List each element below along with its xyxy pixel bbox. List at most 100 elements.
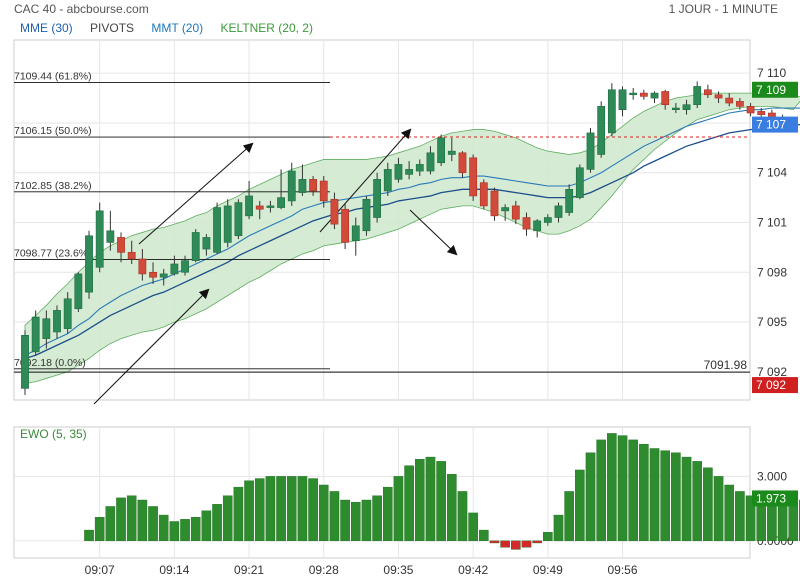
ewo-tick-label: 3.000 xyxy=(757,469,787,483)
indicator-legend: MME (30) PIVOTS MMT (20) KELTNER (20, 2) xyxy=(20,21,327,35)
candle-body xyxy=(202,237,211,250)
candle-body xyxy=(565,189,574,213)
ewo-bar xyxy=(521,540,532,548)
candle-body xyxy=(405,169,414,175)
price-tick-label: 7 110 xyxy=(757,66,786,80)
chart-title: CAC 40 - abcbourse.com xyxy=(14,2,149,16)
candle-body xyxy=(127,252,136,260)
ewo-bar xyxy=(84,529,94,542)
fib-level-label: 7106.15 (50.0%) xyxy=(14,125,92,137)
ewo-bar xyxy=(692,461,703,542)
ewo-bar xyxy=(254,478,265,542)
ewo-bar xyxy=(468,512,478,542)
mme-line xyxy=(24,123,800,360)
period-label: 1 JOUR - 1 MINUTE xyxy=(668,2,778,16)
ewo-bar xyxy=(233,486,244,542)
ewo-bar xyxy=(660,450,670,542)
ewo-bar xyxy=(286,476,297,542)
ewo-bar xyxy=(724,484,735,542)
candle-body xyxy=(319,180,328,202)
candle-body xyxy=(415,164,424,172)
candle-body xyxy=(255,205,264,210)
price-tick-label: 7 092 xyxy=(757,365,787,379)
time-tick-label: 09:28 xyxy=(309,563,339,577)
price-tick-label: 7 098 xyxy=(757,265,787,279)
candle-body xyxy=(159,273,168,278)
legend-mmt[interactable]: MMT (20) xyxy=(151,21,204,35)
price-badge xyxy=(752,377,798,394)
ewo-bar xyxy=(222,495,233,542)
ewo-bar xyxy=(190,516,201,542)
candle-body xyxy=(522,217,531,230)
candle-body xyxy=(373,179,382,218)
candle-body xyxy=(266,205,275,208)
candle-body xyxy=(31,316,40,353)
candle-body xyxy=(479,182,488,207)
ewo-bar xyxy=(169,521,180,542)
time-tick-label: 09:14 xyxy=(159,563,189,577)
ewo-bar xyxy=(788,501,799,542)
session-low-label: 7091.98 xyxy=(704,358,748,372)
ewo-bar xyxy=(393,476,404,542)
ewo-title: EWO (5, 35) xyxy=(20,427,87,441)
candle-body xyxy=(703,89,712,96)
candle-body xyxy=(714,94,723,99)
fib-level-label: 7102.85 (38.2%) xyxy=(14,180,92,192)
ewo-bar xyxy=(735,491,745,542)
ewo-bar xyxy=(382,486,393,542)
candle-body xyxy=(63,298,72,329)
candle-body xyxy=(298,179,307,193)
ewo-bar xyxy=(713,476,724,542)
ewo-bar xyxy=(553,514,564,542)
trend-arrow xyxy=(93,288,210,405)
candle-body xyxy=(21,334,29,389)
ewo-bar xyxy=(575,469,585,542)
legend-pivots[interactable]: PIVOTS xyxy=(90,21,135,35)
ewo-bar xyxy=(457,491,468,542)
legend-mme[interactable]: MME (30) xyxy=(20,21,73,35)
ewo-bar xyxy=(180,519,190,542)
candle-body xyxy=(223,205,232,243)
candle-body xyxy=(693,86,702,106)
candle-body xyxy=(650,92,659,99)
time-tick-label: 09:49 xyxy=(533,563,563,577)
time-tick-label: 09:35 xyxy=(383,563,413,577)
ewo-bar xyxy=(489,540,500,544)
candle-body xyxy=(437,137,446,164)
ewo-bar xyxy=(105,506,116,542)
candle-body xyxy=(341,208,349,243)
fib-level-label: 7098.77 (23.6%) xyxy=(14,247,92,259)
candle-body xyxy=(458,152,467,174)
candle-body xyxy=(757,111,766,115)
ewo-bar xyxy=(201,510,212,542)
ewo-bar xyxy=(126,495,137,542)
ewo-bar xyxy=(617,435,628,542)
time-tick-label: 09:07 xyxy=(85,563,115,577)
candle-body xyxy=(330,198,339,225)
candle-body xyxy=(42,318,51,339)
ewo-bar xyxy=(681,456,692,542)
fib-level-label: 7109.44 (61.8%) xyxy=(14,70,92,82)
candle-body xyxy=(629,92,638,96)
trend-arrow xyxy=(138,142,254,245)
candle-body xyxy=(618,89,627,110)
trend-arrow xyxy=(409,209,458,256)
candle-body xyxy=(234,202,243,237)
candle-body xyxy=(639,92,648,97)
ewo-bar xyxy=(244,480,254,542)
price-panel-frame xyxy=(13,39,751,401)
price-tick-label: 7 095 xyxy=(757,315,787,329)
ewo-bar xyxy=(436,461,446,542)
candle-body xyxy=(351,225,360,242)
candle-body xyxy=(607,89,616,134)
ewo-bar xyxy=(607,433,617,542)
candle-body xyxy=(309,179,317,192)
candle-body xyxy=(191,232,200,261)
ewo-bar xyxy=(265,476,276,542)
legend-keltner[interactable]: KELTNER (20, 2) xyxy=(220,21,313,35)
ewo-bar xyxy=(532,540,542,544)
candle-body xyxy=(447,150,456,155)
candle-body xyxy=(213,207,221,253)
candle-body xyxy=(85,235,93,293)
